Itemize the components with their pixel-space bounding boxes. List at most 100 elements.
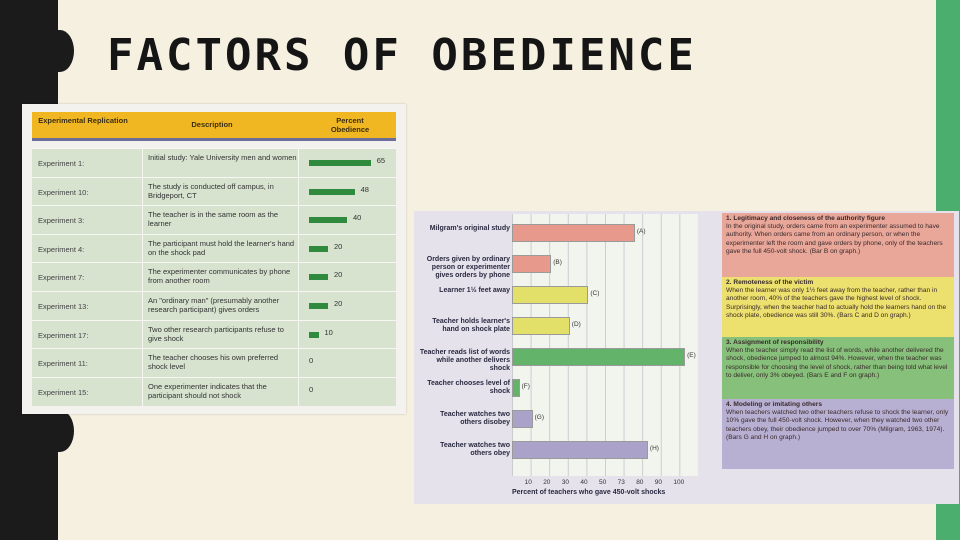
experiment-description: One experimenter indicates that the part… xyxy=(148,381,267,400)
column-divider xyxy=(142,206,143,235)
column-divider xyxy=(298,206,299,235)
bar-letter-label: (B) xyxy=(553,259,562,266)
experiment-label: Experiment 1: xyxy=(38,159,85,168)
explanation-note: 4. Modeling or imitating others When teac… xyxy=(722,399,954,469)
experiment-description: The study is conducted off campus, in Br… xyxy=(148,181,274,200)
experiment-label: Experiment 11: xyxy=(38,359,88,369)
experiment-description: The teacher is in the same room as the l… xyxy=(148,210,279,229)
obedience-table-image: Experimental Replication Description Per… xyxy=(22,104,406,414)
column-divider xyxy=(142,320,143,349)
obedience-bar xyxy=(309,188,355,195)
note-text: In the original study, orders came from … xyxy=(726,223,943,255)
experiment-label: Experiment 13: xyxy=(38,302,89,311)
chart-bar xyxy=(512,224,635,242)
x-tick-label: 40 xyxy=(580,479,588,486)
category-label: Teacher holds learner's hand on shock pl… xyxy=(432,318,510,333)
bar-letter-label: (G) xyxy=(534,414,544,421)
bar-letter-label: (D) xyxy=(571,321,581,328)
column-divider xyxy=(142,263,143,292)
note-text: When the learner was only 1½ feet away f… xyxy=(726,287,947,319)
column-divider xyxy=(142,149,143,177)
table-header: Experimental Replication Description Per… xyxy=(32,112,396,141)
obedience-percent: 40 xyxy=(353,213,362,223)
obedience-bar xyxy=(309,217,347,224)
chart-plot-area: (A) (B) (C) (D) (E) (F) (G) (H) xyxy=(512,214,698,476)
column-divider xyxy=(298,263,299,292)
category-label: Teacher reads list of words while anothe… xyxy=(419,349,510,372)
category-label: Orders given by ordinary person or exper… xyxy=(426,256,510,279)
experiment-label: Experiment 3: xyxy=(38,216,85,226)
header-description: Description xyxy=(191,120,233,129)
experiment-description: The teacher chooses his own preferred sh… xyxy=(148,353,279,372)
table-row: Experiment 17: Two other research partici… xyxy=(32,319,396,349)
column-divider xyxy=(142,292,143,320)
chart-bar xyxy=(512,379,520,397)
obedience-percent: 0 xyxy=(309,384,314,394)
note-title: 1. Legitimacy and closeness of the autho… xyxy=(726,215,886,222)
chart-bar xyxy=(512,348,686,366)
table-row: Experiment 3: The teacher is in the same … xyxy=(32,205,396,235)
table-row: Experiment 13: An "ordinary man" (presuma… xyxy=(32,291,396,320)
chart-bar xyxy=(512,255,552,273)
column-divider xyxy=(298,377,299,406)
obedience-percent: 20 xyxy=(334,241,343,251)
column-divider xyxy=(298,234,299,263)
bar-letter-label: (E) xyxy=(687,352,696,359)
x-tick-label: 20 xyxy=(543,479,551,486)
chart-bar xyxy=(512,286,589,304)
bar-letter-label: (F) xyxy=(521,383,530,390)
explanation-note: 2. Remoteness of the victim When the lear… xyxy=(722,277,954,337)
column-divider xyxy=(298,177,299,206)
table-row: Experiment 7: The experimenter communicat… xyxy=(32,262,396,292)
experiment-description: Initial study: Yale University men and w… xyxy=(148,153,297,162)
experiment-label: Experiment 15: xyxy=(38,387,89,397)
note-title: 3. Assignment of responsibility xyxy=(726,339,824,346)
obedience-chart-image: (A) (B) (C) (D) (E) (F) (G) (H) Milgram's origi… xyxy=(414,211,959,504)
obedience-percent: 48 xyxy=(360,184,369,194)
note-title: 4. Modeling or imitating others xyxy=(726,401,822,408)
experiment-description: An "ordinary man" (presumably another re… xyxy=(148,296,280,314)
table-row: Experiment 4: The participant must hold t… xyxy=(32,233,396,263)
column-divider xyxy=(142,177,143,206)
chart-x-axis-label: Percent of teachers who gave 450-volt sh… xyxy=(512,489,666,496)
experiment-label: Experiment 4: xyxy=(38,244,85,254)
experiment-description: Two other research participants refuse t… xyxy=(148,324,284,343)
left-decor-notch xyxy=(46,410,74,452)
obedience-percent: 0 xyxy=(309,356,314,366)
category-label: Milgram's original study xyxy=(429,225,510,232)
bar-letter-label: (H) xyxy=(649,445,659,452)
bar-letter-label: (C) xyxy=(590,290,600,297)
category-label: Teacher chooses level of shock xyxy=(427,380,510,395)
experiment-label: Experiment 17: xyxy=(38,330,89,340)
column-divider xyxy=(142,234,143,263)
x-tick-label: 80 xyxy=(636,479,644,486)
obedience-percent: 65 xyxy=(376,156,386,165)
experiment-label: Experiment 7: xyxy=(38,273,85,283)
category-label: Learner 1½ feet away xyxy=(439,287,510,294)
note-title: 2. Remoteness of the victim xyxy=(726,279,814,286)
chart-bar xyxy=(512,317,570,335)
column-divider xyxy=(142,349,143,378)
x-tick-label: 50 xyxy=(599,479,607,486)
obedience-bar xyxy=(309,245,328,252)
column-divider xyxy=(142,377,143,406)
category-label: Teacher watches two others obey xyxy=(440,442,510,457)
left-decor-notch xyxy=(46,30,74,72)
experiment-description: The participant must hold the learner's … xyxy=(148,238,295,257)
table-row: Experiment 15: One experimenter indicates… xyxy=(32,376,396,406)
obedience-percent: 10 xyxy=(324,327,333,337)
experiment-label: Experiment 10: xyxy=(38,187,89,197)
obedience-bar xyxy=(309,160,371,166)
table-body: Experiment 1: Initial study: Yale Univers… xyxy=(32,148,396,406)
explanation-note: 1. Legitimacy and closeness of the autho… xyxy=(722,213,954,277)
obedience-bar xyxy=(309,274,328,281)
x-tick-label: 90 xyxy=(654,479,663,486)
table-row: Experiment 1: Initial study: Yale Univers… xyxy=(32,148,396,177)
obedience-percent: 20 xyxy=(334,270,343,280)
bar-letter-label: (A) xyxy=(636,228,646,235)
x-tick-label: 30 xyxy=(561,479,570,486)
column-divider xyxy=(298,320,299,349)
chart-bar xyxy=(512,441,648,459)
category-label: Teacher watches two others disobey xyxy=(440,411,510,426)
obedience-percent: 20 xyxy=(334,299,343,308)
